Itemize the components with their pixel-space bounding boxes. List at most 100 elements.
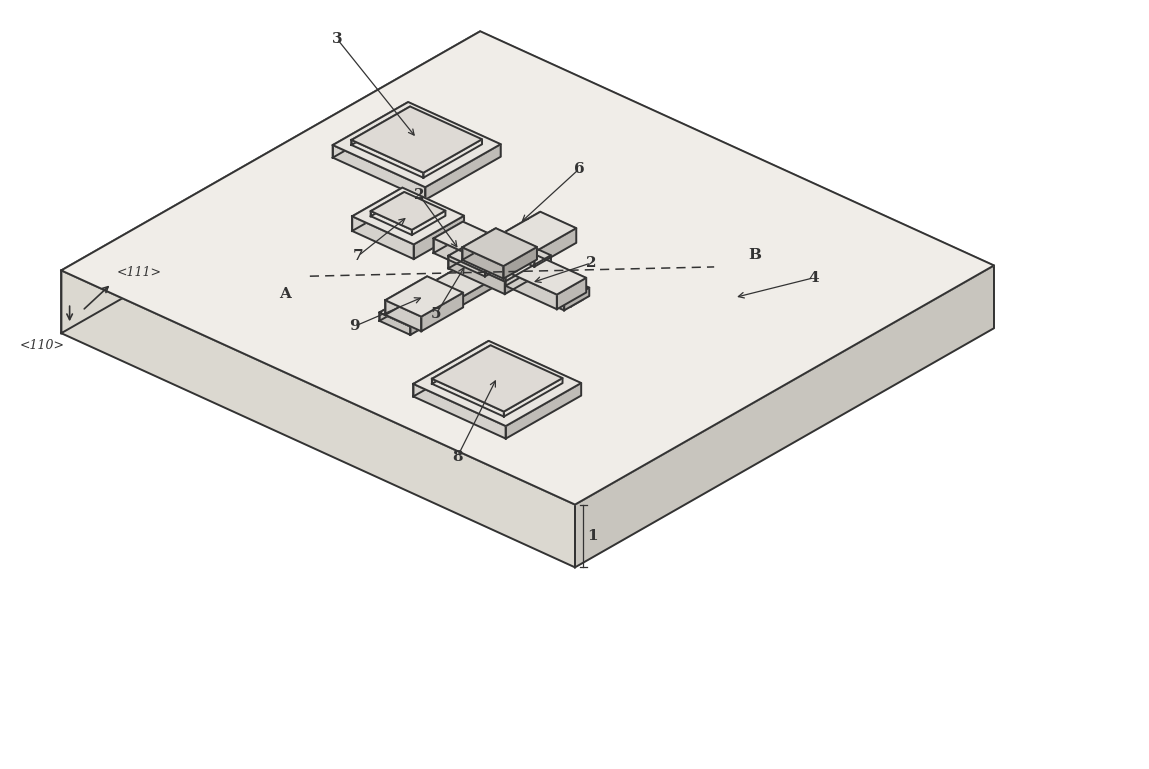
Polygon shape [496,228,537,259]
Polygon shape [484,253,515,275]
Polygon shape [432,345,563,411]
Polygon shape [352,188,402,231]
Polygon shape [437,241,442,248]
Polygon shape [578,292,583,300]
Polygon shape [484,221,539,261]
Polygon shape [448,256,504,294]
Polygon shape [442,236,455,248]
Polygon shape [379,253,484,321]
Polygon shape [448,229,494,268]
Polygon shape [385,276,463,317]
Polygon shape [352,188,464,245]
Polygon shape [484,253,515,275]
Polygon shape [422,293,463,331]
Polygon shape [437,234,455,243]
Polygon shape [534,255,586,292]
Polygon shape [540,211,577,243]
Polygon shape [506,383,581,438]
Polygon shape [427,276,463,308]
Polygon shape [333,145,425,200]
Polygon shape [487,267,564,311]
Text: 8: 8 [452,450,463,464]
Polygon shape [437,234,449,246]
Polygon shape [462,228,496,260]
Polygon shape [352,216,414,259]
Polygon shape [504,255,550,294]
Polygon shape [414,341,488,397]
Polygon shape [484,221,570,267]
Polygon shape [487,252,589,302]
Polygon shape [404,192,446,216]
Polygon shape [499,235,534,267]
Polygon shape [435,229,512,267]
Polygon shape [557,278,586,309]
Text: 1: 1 [587,529,599,543]
Text: 6: 6 [573,162,585,176]
Polygon shape [488,341,581,395]
Polygon shape [333,102,501,187]
Polygon shape [499,211,540,251]
Text: A: A [279,287,292,301]
Polygon shape [506,255,586,295]
Polygon shape [371,192,404,216]
Polygon shape [432,379,504,417]
Polygon shape [565,292,578,305]
Polygon shape [433,221,463,253]
Polygon shape [494,229,550,268]
Polygon shape [565,299,570,307]
Polygon shape [414,216,464,259]
Polygon shape [504,378,563,417]
Polygon shape [61,32,480,333]
Polygon shape [385,300,422,331]
Polygon shape [564,288,589,311]
Polygon shape [385,276,427,315]
Text: <110>: <110> [20,339,64,352]
Polygon shape [499,211,577,252]
Text: 2: 2 [586,256,596,270]
Polygon shape [515,235,570,275]
Polygon shape [423,139,483,178]
Polygon shape [491,345,563,383]
Polygon shape [574,265,994,568]
Text: 7: 7 [353,249,363,263]
Polygon shape [487,252,512,275]
Polygon shape [433,238,485,276]
Polygon shape [463,221,515,260]
Polygon shape [512,252,589,296]
Polygon shape [506,271,557,309]
Polygon shape [371,211,411,235]
Text: 9: 9 [349,319,360,333]
Text: 5: 5 [431,307,441,321]
Polygon shape [410,106,483,145]
Polygon shape [506,255,534,286]
Polygon shape [480,32,994,328]
Text: B: B [748,248,762,262]
Polygon shape [414,341,581,426]
Polygon shape [503,247,537,278]
Polygon shape [61,32,994,504]
Polygon shape [570,295,583,307]
Text: 3: 3 [332,32,342,45]
Polygon shape [411,211,446,235]
Polygon shape [414,384,506,438]
Polygon shape [408,102,501,157]
Polygon shape [333,102,408,158]
Polygon shape [435,229,461,251]
Polygon shape [352,106,483,173]
Polygon shape [461,229,512,261]
Polygon shape [449,234,455,241]
Polygon shape [352,106,410,145]
Polygon shape [379,253,515,327]
Polygon shape [410,267,515,335]
Polygon shape [462,248,503,278]
Polygon shape [485,245,515,276]
Polygon shape [462,228,537,266]
Polygon shape [534,228,577,267]
Polygon shape [402,188,464,231]
Text: 2: 2 [414,188,425,202]
Polygon shape [435,244,487,275]
Polygon shape [432,345,491,384]
Text: <111>: <111> [116,265,162,278]
Polygon shape [448,229,550,281]
Polygon shape [539,221,570,244]
